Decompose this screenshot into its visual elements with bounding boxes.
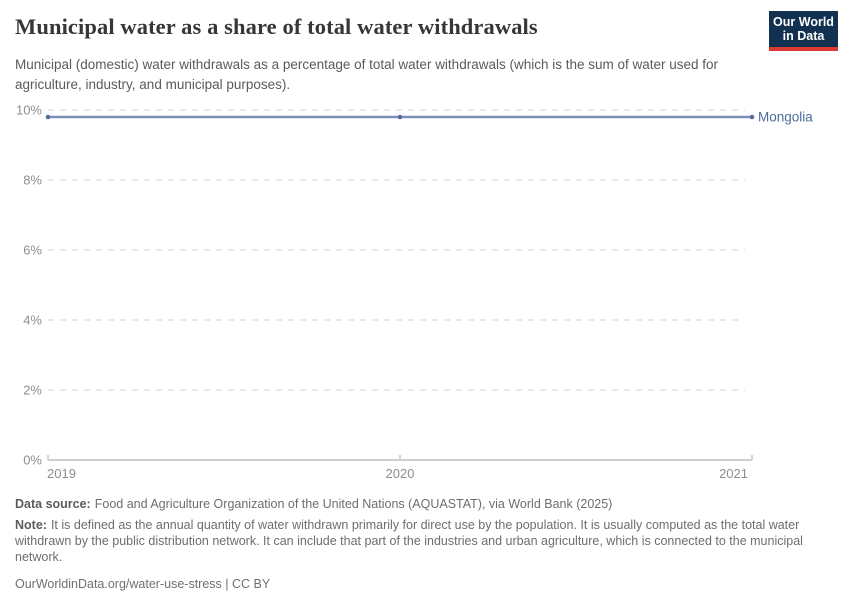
owid-logo-line1: Our World [773, 14, 834, 29]
chart-footer: Data source: Food and Agriculture Organiz… [15, 496, 829, 592]
x-tick-label: 2019 [47, 466, 76, 481]
data-point-2021[interactable] [749, 114, 755, 120]
y-tick-label: 10% [16, 103, 42, 118]
y-tick-label: 6% [23, 243, 42, 258]
data-source-line: Data source: Food and Agriculture Organiz… [15, 496, 829, 512]
data-point-2020[interactable] [397, 114, 403, 120]
series-label-mongolia[interactable]: Mongolia [758, 110, 813, 125]
note-text: It is defined as the annual quantity of … [15, 518, 803, 564]
note-label: Note: [15, 518, 47, 532]
owid-logo: Our World in Data [769, 11, 838, 51]
chart-title: Municipal water as a share of total wate… [15, 14, 538, 39]
y-tick-label: 0% [23, 453, 42, 468]
y-tick-label: 2% [23, 383, 42, 398]
owid-logo-line2: in Data [782, 29, 825, 43]
x-tick-label: 2021 [719, 466, 748, 481]
data-source-text: Food and Agriculture Organization of the… [94, 497, 613, 511]
data-point-2019[interactable] [45, 114, 51, 120]
note-line: Note: It is defined as the annual quantit… [15, 517, 829, 565]
chart-subtitle: Municipal (domestic) water withdrawals a… [15, 57, 719, 92]
x-tick-label: 2020 [386, 466, 415, 481]
y-tick-label: 4% [23, 313, 42, 328]
y-tick-label: 8% [23, 173, 42, 188]
data-source-label: Data source: [15, 497, 91, 511]
citation-line[interactable]: OurWorldinData.org/water-use-stress | CC… [15, 577, 271, 591]
